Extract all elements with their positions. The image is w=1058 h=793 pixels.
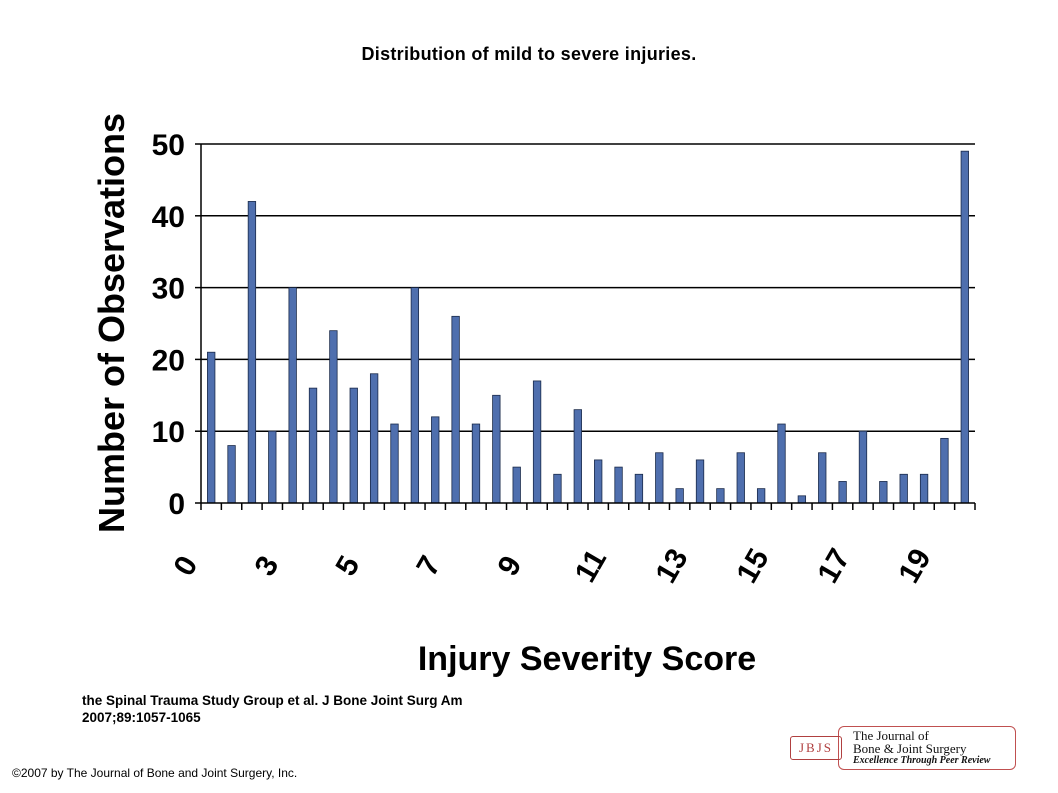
bar [695, 459, 705, 504]
bar [492, 394, 501, 504]
x-tick-label: 5 [330, 551, 367, 582]
logo-line-1: The Journal of [853, 728, 929, 743]
x-tick-labels: 0 3 5 7 9 11 13 15 17 19 [168, 503, 976, 589]
x-tick-label: 3 [249, 551, 286, 582]
bar [960, 150, 969, 504]
bar [818, 452, 827, 504]
x-tick-label: 9 [492, 551, 529, 582]
bar [675, 488, 684, 504]
bar [410, 287, 420, 504]
copyright-notice: ©2007 by The Journal of Bone and Joint S… [12, 766, 298, 780]
bar [655, 452, 664, 504]
bar [879, 481, 888, 504]
x-axis-title: Injury Severity Score [418, 640, 756, 678]
bar [268, 430, 277, 504]
x-tick-label: 13 [649, 543, 694, 588]
bar [899, 473, 908, 504]
x-tick-label: 17 [811, 543, 856, 588]
bar [858, 430, 868, 504]
y-tick-labels: 0 10 20 30 40 50 [152, 129, 201, 521]
bar [288, 287, 297, 504]
bar [349, 387, 358, 504]
y-tick-label: 40 [152, 201, 185, 234]
bar [594, 459, 603, 504]
bar [390, 423, 399, 504]
citation-line-1: the Spinal Trauma Study Group et al. J B… [82, 693, 463, 708]
logo-wordmark: The Journal of Bone & Joint Surgery Exce… [838, 726, 1016, 770]
bar [573, 409, 582, 504]
bar [716, 488, 725, 504]
y-tick-label: 50 [152, 129, 185, 162]
y-axis-title: Number of Observations [91, 113, 132, 533]
bar [532, 380, 542, 504]
journal-logo: The Journal of Bone & Joint Surgery Exce… [790, 726, 1018, 770]
bar [736, 452, 745, 504]
bar [227, 445, 236, 504]
bar [940, 437, 949, 504]
bar [756, 488, 766, 504]
x-tick-label: 11 [569, 544, 613, 588]
citation-line-2: 2007;89:1057-1065 [82, 710, 201, 725]
bar [777, 423, 786, 504]
y-tick-label: 20 [152, 344, 185, 377]
x-tick-label: 0 [168, 551, 205, 582]
bar [797, 495, 807, 504]
bar [553, 473, 562, 504]
bar [451, 315, 460, 504]
slide-title: Distribution of mild to severe injuries. [361, 44, 697, 64]
x-tick-label: 19 [892, 543, 937, 588]
bar [919, 473, 929, 504]
bar [329, 330, 338, 504]
bar [614, 466, 623, 504]
logo-tagline: Excellence Through Peer Review [853, 755, 991, 766]
bar [308, 387, 318, 504]
bars [207, 150, 969, 504]
bar [838, 481, 847, 504]
bar [207, 351, 216, 504]
bar [512, 466, 521, 504]
bar [369, 373, 379, 504]
bar [471, 423, 481, 504]
gridlines [201, 143, 975, 432]
x-tick-label: 15 [730, 543, 775, 588]
bar-chart: 0 10 20 30 40 50 0 3 5 7 9 11 13 15 17 19 Number of Ob… [91, 113, 976, 678]
y-tick-label: 10 [152, 416, 185, 449]
x-tick-label: 7 [411, 551, 448, 582]
y-tick-label: 30 [152, 273, 185, 306]
bar [634, 473, 644, 504]
y-tick-label: 0 [168, 488, 185, 521]
bar [247, 201, 257, 504]
logo-abbreviation: JBJS [790, 736, 842, 760]
citation: the Spinal Trauma Study Group et al. J B… [82, 692, 463, 726]
logo-line-2: Bone & Joint Surgery [853, 741, 967, 756]
bar [431, 416, 440, 504]
